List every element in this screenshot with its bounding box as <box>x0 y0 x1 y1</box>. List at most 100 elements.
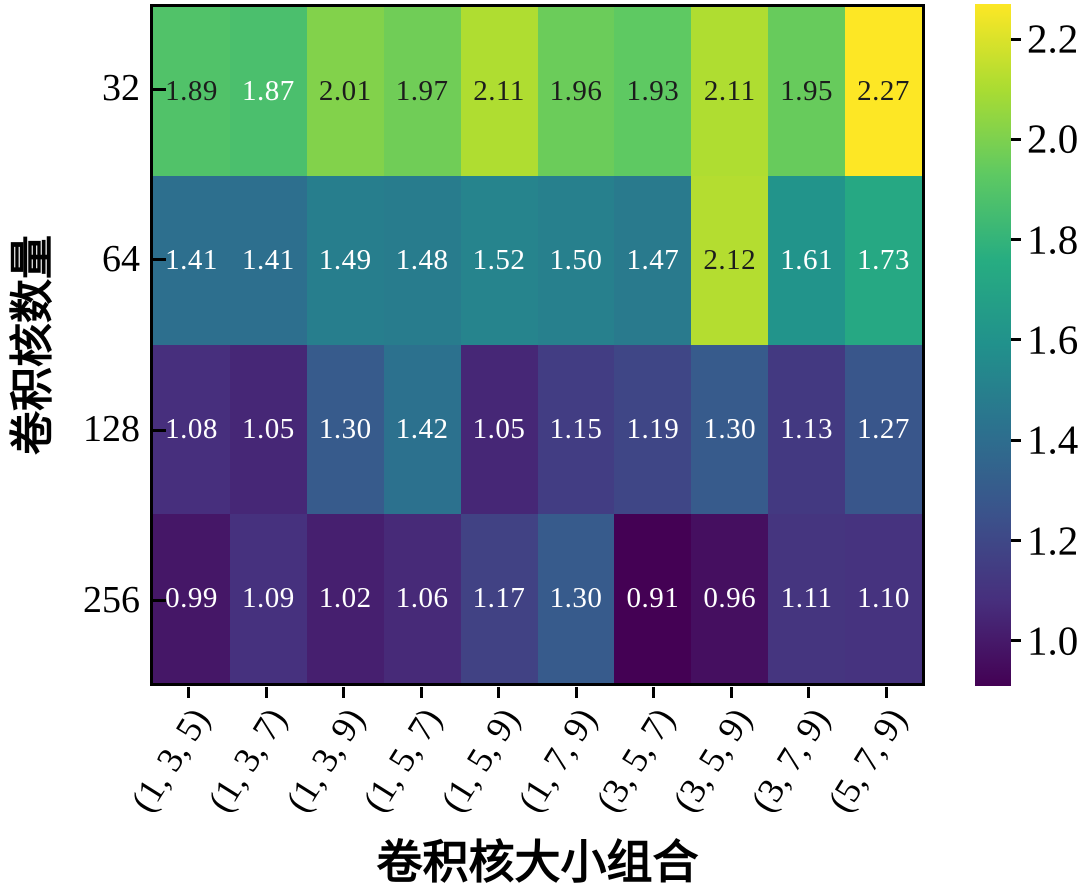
cell-annotation: 1.61 <box>780 244 834 276</box>
heatmap-cell: 1.41 <box>229 176 307 345</box>
x-tick-label-text: (3, 7, 9) <box>742 700 837 819</box>
heatmap-cell: 1.05 <box>460 345 538 514</box>
x-tick <box>729 687 733 698</box>
heatmap-cell: 1.96 <box>537 7 615 176</box>
cell-annotation: 1.96 <box>549 75 603 107</box>
colorbar-tick <box>1011 37 1021 41</box>
cell-annotation: 1.30 <box>549 582 603 614</box>
heatmap-cell: 1.50 <box>537 176 615 345</box>
x-tick-label-text: (1, 3, 5) <box>122 700 217 819</box>
heatmap-cell: 1.97 <box>383 7 461 176</box>
colorbar <box>975 4 1011 686</box>
cell-annotation: 1.11 <box>780 582 833 614</box>
heatmap-cell: 1.47 <box>614 176 692 345</box>
y-tick <box>153 428 166 432</box>
cell-annotation: 1.19 <box>626 413 680 445</box>
heatmap-cell: 1.87 <box>229 7 307 176</box>
heatmap-cell: 0.99 <box>153 514 230 683</box>
colorbar-tick <box>1011 539 1021 543</box>
heatmap-cell: 1.61 <box>768 176 846 345</box>
heatmap-cell: 1.11 <box>768 514 846 683</box>
heatmap-cell: 1.52 <box>460 176 538 345</box>
cell-annotation: 1.15 <box>549 413 603 445</box>
cell-annotation: 1.27 <box>857 413 910 445</box>
colorbar-tick <box>1011 238 1021 242</box>
y-tick-label: 128 <box>83 408 140 451</box>
cell-annotation: 2.27 <box>857 75 910 107</box>
heatmap-cell: 1.30 <box>537 514 615 683</box>
cell-annotation: 1.10 <box>857 582 910 614</box>
x-tick-label-text: (1, 5, 9) <box>432 700 527 819</box>
x-tick-label-text: (1, 7, 9) <box>510 700 605 819</box>
heatmap-cell: 1.15 <box>537 345 615 514</box>
x-tick-label-text: (3, 5, 9) <box>665 700 760 819</box>
cell-annotation: 1.09 <box>241 582 295 614</box>
heatmap-cell: 1.06 <box>383 514 461 683</box>
cell-annotation: 1.05 <box>472 413 526 445</box>
y-axis-title: 卷积核数量 <box>8 235 57 455</box>
heatmap-cell: 2.12 <box>691 176 769 345</box>
cell-annotation: 1.52 <box>472 244 526 276</box>
x-tick <box>264 687 268 698</box>
cell-annotation: 1.06 <box>395 582 449 614</box>
cell-annotation: 1.49 <box>318 244 372 276</box>
colorbar-tick-label: 1.0 <box>1027 617 1079 664</box>
heatmap-cell: 1.17 <box>460 514 538 683</box>
colorbar-tick <box>1011 639 1021 643</box>
colorbar-tick-label: 1.8 <box>1027 216 1079 263</box>
cell-annotation: 1.17 <box>472 582 526 614</box>
colorbar-tick <box>1011 137 1021 141</box>
heatmap-cell: 1.02 <box>306 514 384 683</box>
cell-annotation: 1.05 <box>241 413 295 445</box>
cell-annotation: 1.30 <box>703 413 757 445</box>
cell-annotation: 1.87 <box>241 75 295 107</box>
y-tick <box>153 258 166 262</box>
y-tick-label: 256 <box>83 578 140 621</box>
cell-annotation: 1.95 <box>780 75 834 107</box>
heatmap-cell: 1.48 <box>383 176 461 345</box>
colorbar-tick-label: 1.6 <box>1027 316 1079 363</box>
cell-annotation: 1.93 <box>626 75 680 107</box>
heatmap-cell: 1.73 <box>845 176 922 345</box>
heatmap-plot: 1.89 1.87 2.01 1.97 2.11 1.96 1.93 2.11 1.95 2.27… <box>150 4 925 686</box>
colorbar-tick <box>1011 438 1021 442</box>
colorbar-tick-label: 2.2 <box>1027 15 1079 62</box>
x-tick-label-text: (5, 7, 9) <box>820 700 915 819</box>
heatmap-cell: 0.96 <box>691 514 769 683</box>
x-tick-label-text: (1, 3, 9) <box>277 700 372 819</box>
x-tick <box>419 687 423 698</box>
cell-annotation: 1.08 <box>165 413 218 445</box>
heatmap-cell: 2.11 <box>460 7 538 176</box>
heatmap-cell: 1.49 <box>306 176 384 345</box>
heatmap-cell: 1.89 <box>153 7 230 176</box>
x-tick <box>807 687 811 698</box>
y-tick <box>153 599 166 603</box>
colorbar-tick <box>1011 338 1021 342</box>
cell-annotation: 1.97 <box>395 75 449 107</box>
x-tick <box>574 687 578 698</box>
x-tick-label-text: (3, 5, 7) <box>587 700 682 819</box>
x-tick <box>342 687 346 698</box>
x-tick-label-text: (1, 5, 7) <box>355 700 450 819</box>
cell-annotation: 2.11 <box>703 75 756 107</box>
cell-annotation: 1.89 <box>165 75 218 107</box>
heatmap-cell: 1.09 <box>229 514 307 683</box>
heatmap-cell: 1.30 <box>691 345 769 514</box>
heatmap-cell: 1.30 <box>306 345 384 514</box>
heatmap-cell: 1.27 <box>845 345 922 514</box>
heatmap-cell: 2.27 <box>845 7 922 176</box>
cell-annotation: 1.47 <box>626 244 680 276</box>
x-tick <box>497 687 501 698</box>
x-axis-title: 卷积核大小组合 <box>376 837 699 888</box>
cell-annotation: 0.99 <box>165 582 218 614</box>
x-tick <box>187 687 191 698</box>
x-tick-label-text: (1, 3, 7) <box>200 700 295 819</box>
heatmap-cell: 1.42 <box>383 345 461 514</box>
cell-annotation: 2.11 <box>473 75 525 107</box>
cell-annotation: 1.02 <box>318 582 372 614</box>
cell-annotation: 1.42 <box>395 413 449 445</box>
cell-annotation: 2.12 <box>703 244 757 276</box>
heatmap-cell: 2.01 <box>306 7 384 176</box>
cell-annotation: 0.96 <box>703 582 757 614</box>
